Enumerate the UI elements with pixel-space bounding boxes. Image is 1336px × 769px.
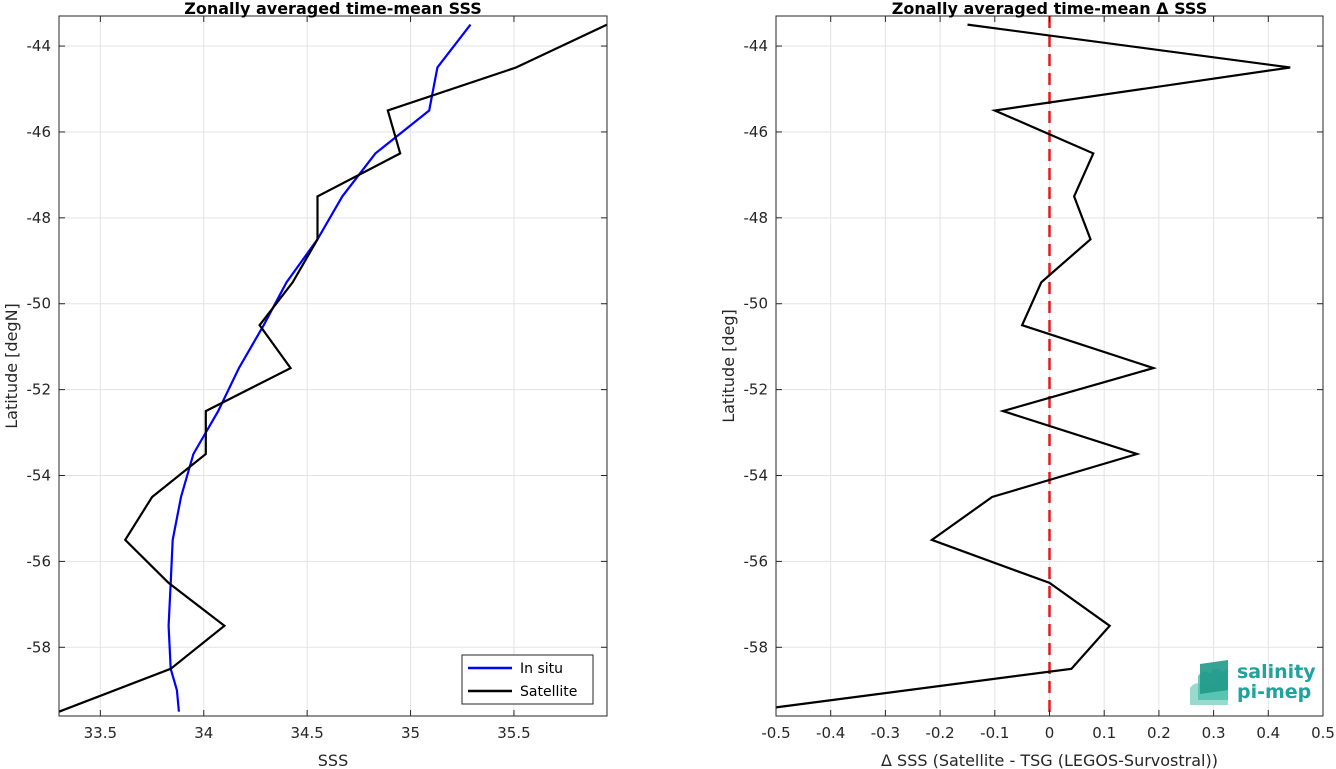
sss-x-tick-label: 35.5 [497,724,530,742]
salinity-pi-mep-logo: salinity pi-mep [1190,660,1316,705]
delta-sss-ticks: -0.5 -0.4 -0.3 -0.2 -0.1 0 0.1 0.2 0.3 0.4 0.5 -44 -… [744,16,1335,742]
sss-y-tick-label: -44 [27,37,52,55]
sss-title: Zonally averaged time-mean SSS [184,0,482,18]
sss-series-line-satellite [58,23,608,713]
delta-sss-x-axis-label: Δ SSS (Satellite - TSG (LEGOS-Survostral… [881,751,1218,769]
delta-sss-y-tick-label: -46 [744,123,769,141]
sss-x-tick-label: 34 [194,724,213,742]
legend: In situ Satellite [461,654,594,705]
delta-sss-panel: -0.5 -0.4 -0.3 -0.2 -0.1 0 0.1 0.2 0.3 0.4 0.5 -44 -… [719,0,1335,769]
delta-sss-x-tick-label: 0.1 [1092,724,1116,742]
sss-panel: 33.5 34 34.5 35 35.5 -44 -46 -48 -50 -52 -54 -56 -58… [2,0,608,769]
sss-ticks: 33.5 34 34.5 35 35.5 -44 -46 -48 -50 -52 -54 -56 -58 [27,16,607,742]
delta-sss-x-tick-label: -0.4 [816,724,845,742]
delta-sss-y-tick-label: -52 [744,381,769,399]
legend-in-situ-label: In situ [520,661,563,677]
sss-y-tick-label: -48 [27,209,52,227]
sss-plot-area [59,16,607,716]
delta-sss-y-tick-label: -54 [744,467,769,485]
sss-x-tick-label: 35 [401,724,420,742]
sss-series-line-in-situ [167,23,472,712]
logo-wave-icon [1190,660,1228,705]
delta-sss-y-tick-label: -50 [744,295,769,313]
delta-sss-y-tick-label: -48 [744,209,769,227]
delta-sss-y-tick-label: -44 [744,37,769,55]
sss-axes-box [58,15,608,717]
delta-sss-x-tick-label: 0 [1045,724,1055,742]
delta-sss-x-tick-label: 0.5 [1311,724,1335,742]
delta-sss-x-tick-label: -0.5 [761,724,790,742]
sss-y-tick-label: -50 [27,295,52,313]
logo-text-salinity: salinity [1237,661,1316,683]
delta-sss-x-tick-label: 0.2 [1147,724,1171,742]
delta-sss-series [775,16,1291,716]
sss-y-tick-label: -46 [27,123,52,141]
sss-y-tick-label: -52 [27,381,52,399]
legend-satellite-label: Satellite [520,684,577,700]
delta-sss-series-line-satellite-minus-tsg [775,23,1291,709]
sss-grid [59,16,607,716]
sss-x-axis-label: SSS [318,751,348,769]
sss-series [58,23,608,713]
logo-text-pi-mep: pi-mep [1237,681,1311,703]
legend-box [461,654,594,705]
delta-sss-title: Zonally averaged time-mean Δ SSS [892,0,1208,18]
sss-x-tick-label: 34.5 [290,724,323,742]
sss-y-axis-label: Latitude [degN] [2,303,21,429]
delta-sss-y-tick-label: -56 [744,552,769,570]
delta-sss-x-tick-label: -0.2 [925,724,954,742]
delta-sss-y-tick-label: -58 [744,638,769,656]
sss-x-tick-label: 33.5 [84,724,117,742]
sss-y-tick-label: -56 [27,552,52,570]
sss-y-tick-label: -54 [27,467,52,485]
delta-sss-x-tick-label: 0.3 [1202,724,1226,742]
delta-sss-x-tick-label: 0.4 [1256,724,1280,742]
delta-sss-x-tick-label: -0.3 [871,724,900,742]
delta-sss-x-tick-label: -0.1 [980,724,1009,742]
delta-sss-y-axis-label: Latitude [deg] [719,309,738,423]
sss-y-tick-label: -58 [27,638,52,656]
